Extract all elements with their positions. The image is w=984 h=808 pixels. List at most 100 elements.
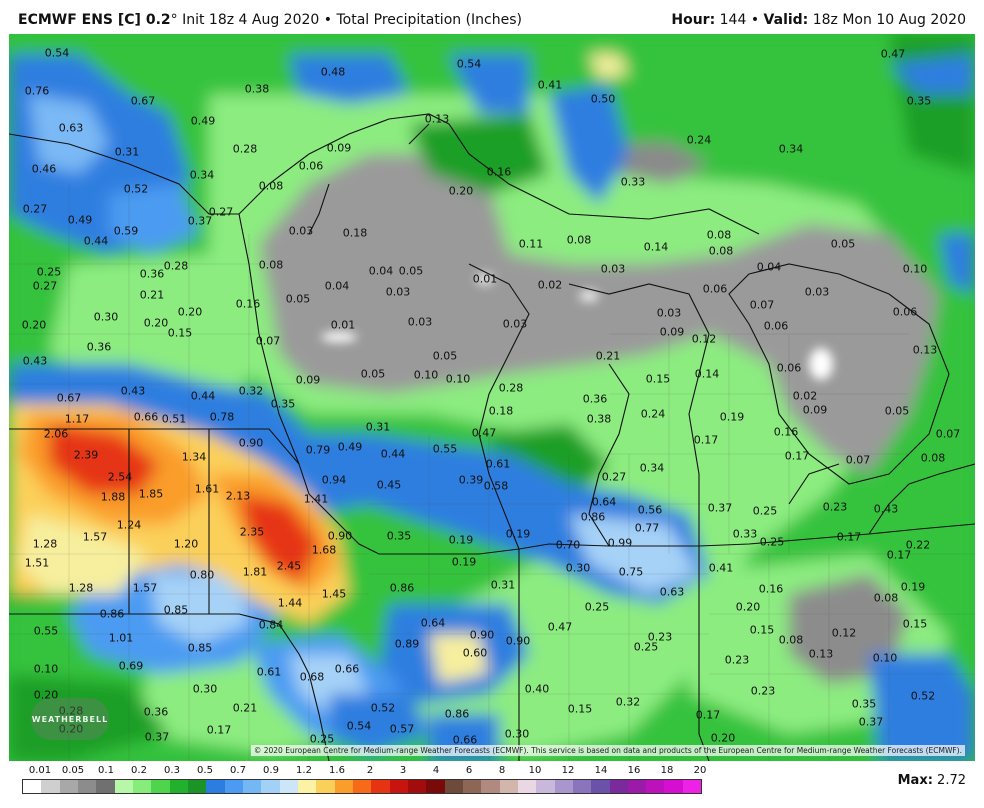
colorbar-swatch (132, 780, 152, 793)
precip-value-label: 0.08 (920, 451, 946, 465)
precip-value-label: 0.36 (139, 267, 165, 281)
precip-value-label: 0.08 (708, 244, 734, 258)
precip-value-label: 0.52 (123, 182, 149, 196)
precip-value-label: 0.36 (143, 705, 169, 719)
colorbar-swatch (426, 780, 445, 793)
precip-value-label: 0.04 (756, 260, 782, 274)
hour-label: Hour: (671, 12, 716, 28)
colorbar-tick-label: 1.6 (329, 765, 345, 776)
precip-value-label: 0.41 (537, 78, 563, 92)
precip-value-label: 0.25 (752, 504, 778, 518)
precip-value-label: 0.37 (144, 730, 170, 744)
precip-value-label: 1.28 (32, 537, 58, 551)
colorbar-swatch (407, 780, 427, 793)
precip-value-label: 1.17 (64, 412, 90, 426)
precip-value-label: 0.09 (802, 403, 828, 417)
precip-value-label: 1.57 (132, 581, 158, 595)
precip-value-label: 0.37 (858, 715, 884, 729)
precip-value-label: 0.09 (295, 373, 321, 387)
map-canvas (9, 34, 975, 761)
precip-value-label: 0.77 (634, 521, 660, 535)
precip-value-label: 0.21 (595, 349, 621, 363)
precip-value-label: 0.86 (444, 707, 470, 721)
precip-value-label: 0.17 (886, 548, 912, 562)
precip-value-label: 0.05 (432, 349, 458, 363)
precip-value-label: 0.44 (190, 389, 216, 403)
precip-value-label: 0.19 (448, 533, 474, 547)
precip-value-label: 0.20 (177, 305, 203, 319)
precip-value-label: 0.17 (836, 530, 862, 544)
precip-value-label: 1.34 (181, 450, 207, 464)
precip-value-label: 0.38 (244, 82, 270, 96)
colorbar-swatch (151, 780, 170, 793)
header: ECMWF ENS [C] 0.2° Init 18z 4 Aug 2020 •… (0, 0, 984, 34)
precip-value-label: 0.08 (778, 633, 804, 647)
max-value: Max: 2.72 (898, 773, 966, 788)
precip-value-label: 0.90 (238, 436, 264, 450)
precip-value-label: 0.86 (99, 607, 125, 621)
precip-value-label: 0.15 (645, 372, 671, 386)
precip-value-label: 0.11 (518, 237, 544, 251)
precip-value-label: 0.89 (394, 637, 420, 651)
precip-value-label: 2.13 (225, 489, 251, 503)
precip-value-label: 0.25 (309, 732, 335, 746)
colorbar-swatch (23, 780, 42, 793)
colorbar-swatch (536, 780, 555, 793)
precip-value-label: 0.63 (659, 585, 685, 599)
precip-value-label: 0.04 (368, 264, 394, 278)
precip-value-label: 0.44 (83, 234, 109, 248)
precip-value-label: 0.49 (67, 213, 93, 227)
valid-value: 18z Mon 10 Aug 2020 (812, 12, 966, 28)
title-bullet: • (323, 12, 333, 28)
precip-value-label: 1.57 (82, 530, 108, 544)
precip-value-label: 0.02 (792, 389, 818, 403)
colorbar-swatch (114, 780, 133, 793)
precip-value-label: 0.17 (784, 449, 810, 463)
precip-value-label: 0.27 (32, 279, 58, 293)
precipitation-map[interactable]: 0.54 0.48 0.54 0.41 0.47 0.76 0.38 0.50 0.35 0.67… (9, 34, 975, 761)
precip-value-label: 0.55 (432, 442, 458, 456)
precip-value-label: 0.30 (192, 682, 218, 696)
precip-value-label: 0.10 (413, 368, 439, 382)
precip-value-label: 0.16 (235, 297, 261, 311)
hour-value: 144 (719, 12, 747, 28)
colorbar-swatch (59, 780, 78, 793)
precip-value-label: 0.19 (719, 410, 745, 424)
precip-value-label: 0.39 (458, 473, 484, 487)
colorbar-tick-label: 12 (561, 765, 575, 776)
precip-value-label: 2.06 (43, 427, 69, 441)
precip-value-label: 0.86 (389, 581, 415, 595)
precip-value-label: 0.28 (498, 381, 524, 395)
precip-value-label: 1.88 (100, 490, 126, 504)
colorbar-swatch (96, 780, 115, 793)
colorbar-tick-label: 2 (366, 765, 374, 776)
colorbar-tick-label: 0.7 (230, 765, 246, 776)
precip-value-label: 0.44 (380, 447, 406, 461)
precip-value-label: 0.33 (620, 175, 646, 189)
precip-value-label: 0.30 (565, 561, 591, 575)
precip-value-label: 0.35 (270, 397, 296, 411)
precip-value-label: 0.50 (590, 92, 616, 106)
precip-value-label: 0.05 (285, 292, 311, 306)
precip-value-label: 0.47 (471, 426, 497, 440)
precip-value-label: 0.66 (452, 733, 478, 747)
colorbar-tick-label: 0.5 (197, 765, 213, 776)
colorbar-tick-labels: 0.01 0.05 0.1 0.2 0.3 0.5 0.7 0.9 1.2 1.6 2 3 4 6 8 10 1… (22, 765, 707, 779)
precip-value-label: 0.17 (695, 708, 721, 722)
precip-value-label: 0.01 (330, 318, 356, 332)
colorbar-tick-label: 18 (660, 765, 674, 776)
precip-value-label: 1.41 (303, 492, 329, 506)
precip-value-label: 0.66 (334, 662, 360, 676)
precip-value-label: 0.09 (326, 141, 352, 155)
precip-value-label: 1.01 (108, 631, 134, 645)
precip-value-label: 0.46 (31, 162, 57, 176)
precip-value-label: 0.37 (187, 214, 213, 228)
max-label: Max: (897, 773, 933, 788)
precip-value-label: 2.54 (107, 470, 133, 484)
precip-value-label: 0.22 (905, 538, 931, 552)
precip-value-label: 0.41 (708, 561, 734, 575)
logo-text: WEATHERBELL (31, 714, 109, 724)
precip-value-label: 0.20 (735, 600, 761, 614)
colorbar-swatch (242, 780, 262, 793)
colorbar-swatch (554, 780, 573, 793)
